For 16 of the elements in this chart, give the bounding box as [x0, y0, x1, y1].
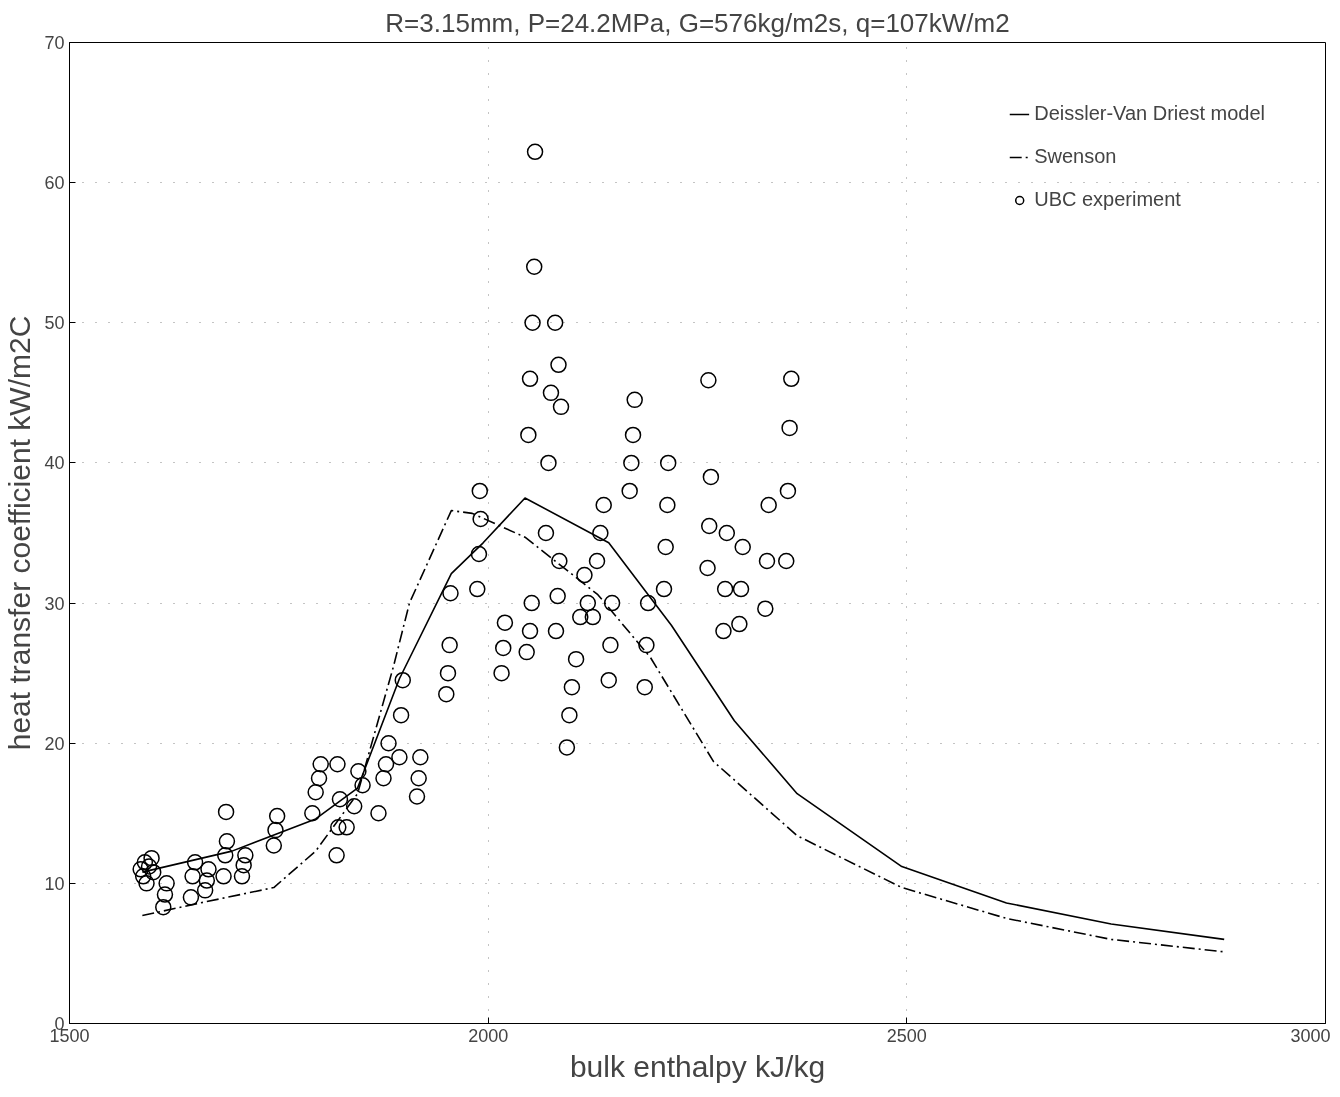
legend-label: Deissler-Van Driest model [1034, 102, 1265, 125]
y-tick-label: 20 [44, 733, 65, 754]
y-tick-label: 50 [44, 313, 65, 334]
x-tick-label: 2500 [886, 1025, 927, 1046]
legend-label: Swenson [1034, 145, 1117, 168]
y-tick-label: 10 [44, 873, 65, 894]
y-tick-label: 30 [44, 593, 65, 614]
x-tick-label: 2000 [468, 1025, 509, 1046]
y-tick-label: 40 [44, 453, 65, 474]
y-tick-label: 60 [44, 173, 65, 194]
chart-title: R=3.15mm, P=24.2MPa, G=576kg/m2s, q=107kW/m2 [385, 7, 1010, 38]
x-axis-title: bulk enthalpy kJ/kg [569, 1049, 826, 1083]
legend-label: UBC experiment [1034, 188, 1181, 211]
y-tick-label: 70 [44, 33, 65, 53]
x-tick-label: 3000 [1290, 1025, 1331, 1046]
y-axis-title: heat transfer coefficient kW/m2C [3, 315, 37, 751]
